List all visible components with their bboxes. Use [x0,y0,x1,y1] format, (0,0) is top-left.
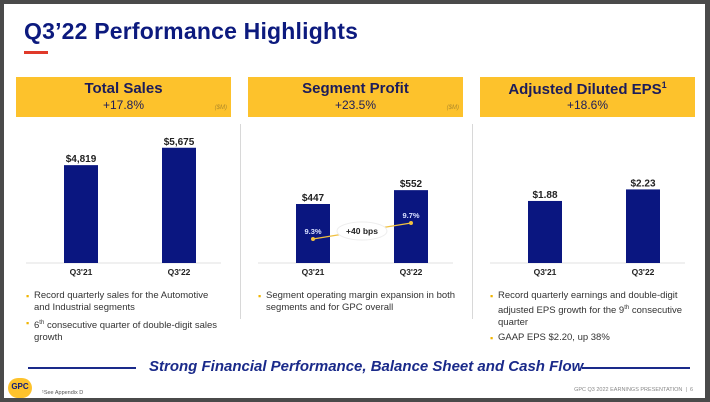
bar-Q3'22 [162,147,196,263]
footer-separator: | [685,387,687,393]
bps-annotation: +40 bps [346,226,378,236]
bar-Q3'21 [64,165,98,263]
bullet-dot-icon: ▪ [258,291,262,301]
panel-title: Segment Profit [248,80,463,97]
margin-label: 9.7% [402,211,419,220]
panel-header: Segment Profit +23.5% ($M) [248,77,463,117]
footer-text: GPC Q3 2022 EARNINGS PRESENTATION [574,387,683,393]
panel-change: +17.8% [102,98,145,112]
footnote: ¹See Appendix D [42,390,84,396]
annotation-bubble [336,221,388,241]
margin-point [409,221,413,225]
data-label: $552 [400,179,423,190]
chart-svg: $4,819 Q3'21 $5,675 Q3'22 [26,137,221,277]
bullet-list: ▪ Record quarterly earnings and double-di… [490,290,690,347]
margin-label: 9.3% [304,227,321,236]
bullet-superscript: th [624,305,630,311]
panel-unit: ($M) [446,105,459,111]
bullet-list: ▪ Segment operating margin expansion in b… [258,290,458,317]
x-tick-label: Q3'22 [168,267,191,277]
bar-chart: $447 Q3'21 $552 Q3'22 9.3% 9.7% +40 bps [248,117,463,277]
panel-total-sales: Total Sales +17.8% ($M) $4,819 Q3'21 $5,67… [16,77,231,345]
panel-change: +23.5% [334,98,377,112]
data-label: $447 [302,193,325,204]
panel-divider [240,124,241,319]
data-label: $5,675 [164,137,195,148]
data-label: $1.88 [532,190,557,201]
bullet-text-cont: consecutive quarter [498,305,683,329]
bullet-dot-icon: ▪ [26,291,30,301]
margin-point [311,237,315,241]
x-tick-label: Q3'21 [534,267,557,277]
panel-adjusted-eps: Adjusted Diluted EPS1 +18.6% $1.88 Q3'21 $… [480,77,695,345]
logo-text: GPC [11,382,29,391]
panel-title-text: Total Sales [84,80,163,97]
panel-title-text: Segment Profit [302,80,409,97]
bullet-text: Record quarterly earnings and double-dig… [498,290,678,317]
panel-header: Total Sales +17.8% ($M) [16,77,231,117]
panel-segment-profit: Segment Profit +23.5% ($M) $447 Q3'21 $552… [248,77,463,345]
x-tick-label: Q3'22 [400,267,423,277]
bar-Q3'21 [296,203,330,263]
bullet-text: Record quarterly sales for the Automotiv… [34,290,209,313]
panel-change: +18.6% [566,98,609,112]
bar-chart: $1.88 Q3'21 $2.23 Q3'22 [480,117,695,277]
panel-title: Total Sales [16,80,231,97]
chart-svg: $447 Q3'21 $552 Q3'22 9.3% 9.7% +40 bps [258,179,453,277]
data-label: $4,819 [66,154,97,165]
footnote-marker: 1 [661,80,667,90]
bullet-superscript: th [39,320,45,326]
bullet-list: ▪ Record quarterly sales for the Automoti… [26,290,226,347]
bullet-item: ▪ Record quarterly sales for the Automoti… [26,290,226,314]
panel-header: Adjusted Diluted EPS1 +18.6% [480,77,695,117]
bullet-text: Segment operating margin expansion in bo… [266,290,456,313]
bullet-dot-icon: ▪ [26,318,30,328]
x-tick-label: Q3'21 [302,267,325,277]
page-number: 6 [689,387,693,393]
page-title: Q3’22 Performance Highlights [24,18,359,44]
tagline-rule-right [582,367,690,369]
bullet-item: ▪ Record quarterly earnings and double-di… [490,290,690,329]
bullet-item: ▪ GAAP EPS $2.20, up 38% [490,332,690,344]
x-tick-label: Q3'21 [70,267,93,277]
panel-divider [472,124,473,319]
panel-title: Adjusted Diluted EPS1 [480,80,695,98]
tagline-rule-left [28,367,136,369]
footer: GPC Q3 2022 EARNINGS PRESENTATION | 6 [574,387,693,393]
slide: Q3’22 Performance Highlights Total Sales… [4,4,705,398]
data-label: $2.23 [630,178,655,189]
bar-chart: $4,819 Q3'21 $5,675 Q3'22 [16,117,231,277]
bullet-dot-icon: ▪ [490,333,494,344]
tagline: Strong Financial Performance, Balance Sh… [149,358,584,375]
bar-Q3'21 [528,200,562,263]
bullet-text-cont: consecutive quarter of double-digit sale… [34,320,217,344]
chart-svg: $1.88 Q3'21 $2.23 Q3'22 [490,178,685,277]
title-accent-bar [24,51,48,54]
gpc-logo: GPC [8,378,32,398]
x-tick-label: Q3'22 [632,267,655,277]
panel-unit: ($M) [214,105,227,111]
bullet-item: ▪ Segment operating margin expansion in b… [258,290,458,314]
bar-Q3'22 [394,190,428,263]
bullet-text: GAAP EPS $2.20, up 38% [498,332,610,344]
bar-Q3'22 [626,189,660,263]
bullet-item: ▪ 6th consecutive quarter of double-digit… [26,317,226,344]
panel-title-text: Adjusted Diluted EPS [508,81,662,98]
bullet-text: 6 [34,320,40,332]
bullet-dot-icon: ▪ [490,291,494,301]
